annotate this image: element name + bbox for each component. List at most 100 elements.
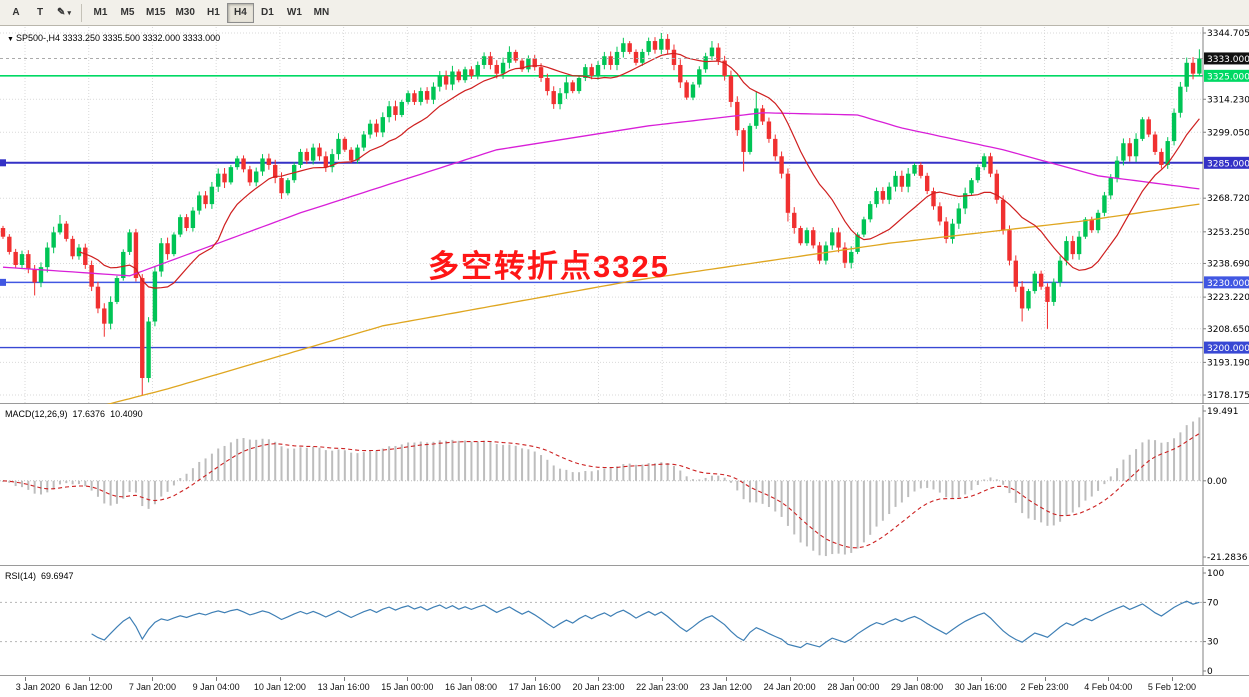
price-axis: 3344.705 3314.230 3299.050 3268.720 3253.250… (1202, 27, 1249, 404)
timeframe-button-group: M1 M5 M15 M30 H1 H4 D1 W1 MN (87, 2, 335, 23)
svg-text:-21.2836: -21.2836 (1207, 553, 1248, 563)
time-label: 15 Jan 00:00 (381, 682, 434, 692)
time-label: 30 Jan 16:00 (954, 682, 1007, 692)
main-chart-panel[interactable]: 3344.705 3314.230 3299.050 3268.720 3253.250… (0, 27, 1249, 404)
svg-text:70: 70 (1207, 598, 1219, 608)
time-tick (279, 677, 281, 681)
symbol-info-text: SP500-,H4 3333.250 3335.500 3332.000 333… (15, 33, 221, 43)
time-label: 28 Jan 00:00 (827, 682, 880, 692)
time-tick (1171, 677, 1173, 681)
toolbar-tool-group: A T ✎ ▾ (4, 2, 76, 23)
timeframe-mn[interactable]: MN (308, 3, 335, 23)
time-label: 9 Jan 04:00 (192, 682, 240, 692)
time-tick (1044, 677, 1046, 681)
time-label: 10 Jan 12:00 (253, 682, 306, 692)
svg-text:3253.250: 3253.250 (1207, 228, 1249, 238)
svg-text:3193.190: 3193.190 (1207, 358, 1249, 368)
time-tick (343, 677, 345, 681)
time-label: 6 Jan 12:00 (65, 682, 113, 692)
time-tick (407, 677, 409, 681)
time-label: 24 Jan 20:00 (763, 682, 816, 692)
time-label: 16 Jan 08:00 (445, 682, 498, 692)
svg-text:3333.000: 3333.000 (1207, 55, 1249, 65)
macd-axis: 19.491 0.00 -21.2836 (1202, 405, 1248, 566)
svg-text:3200.000: 3200.000 (1207, 344, 1249, 354)
time-tick (853, 677, 855, 681)
macd-value-signal: 10.4090 (110, 409, 143, 419)
svg-text:100: 100 (1207, 569, 1224, 579)
time-label: 7 Jan 20:00 (128, 682, 176, 692)
time-tick (534, 677, 536, 681)
svg-text:30: 30 (1207, 638, 1219, 648)
svg-text:19.491: 19.491 (1207, 407, 1239, 417)
rsi-label: RSI(14) 69.6947 (5, 571, 79, 581)
macd-chart[interactable]: 19.491 0.00 -21.2836 (0, 405, 1249, 566)
rsi-indicator-panel[interactable]: 100 70 30 0 RSI(14) 69.6947 (0, 567, 1249, 676)
svg-text:3285.000: 3285.000 (1207, 159, 1249, 169)
time-label: 17 Jan 16:00 (508, 682, 561, 692)
candles (0, 33, 1202, 395)
svg-text:3344.705: 3344.705 (1207, 29, 1249, 39)
time-tick (725, 677, 727, 681)
timeframe-m5[interactable]: M5 (114, 3, 141, 23)
time-label: 20 Jan 23:00 (572, 682, 625, 692)
horizontal-lines (0, 75, 1203, 349)
time-tick (1108, 677, 1110, 681)
time-label: 2 Feb 23:00 (1020, 682, 1069, 692)
candlestick-chart[interactable]: 3344.705 3314.230 3299.050 3268.720 3253.250… (0, 27, 1249, 404)
rsi-name: RSI(14) (5, 571, 37, 581)
time-label: 23 Jan 12:00 (699, 682, 752, 692)
svg-text:0.00: 0.00 (1207, 477, 1227, 487)
time-label: 3 Jan 2020 (15, 682, 61, 692)
timeframe-w1[interactable]: W1 (281, 3, 308, 23)
toolbar-separator (81, 3, 82, 22)
svg-text:3268.720: 3268.720 (1207, 194, 1249, 204)
rsi-axis: 100 70 30 0 (1202, 567, 1224, 676)
time-tick (598, 677, 600, 681)
time-tick (216, 677, 218, 681)
draw-tool-button[interactable]: ✎ ▾ (52, 3, 76, 23)
time-tick (789, 677, 791, 681)
chart-annotation: 多空转折点3325 (428, 249, 670, 284)
toolbar: A T ✎ ▾ M1 M5 M15 M30 H1 H4 D1 W1 MN (0, 0, 1249, 26)
svg-text:0: 0 (1207, 667, 1213, 676)
svg-text:3325.000: 3325.000 (1207, 72, 1249, 82)
macd-indicator-panel[interactable]: 19.491 0.00 -21.2836 MACD(12,26,9) 17.6376 1… (0, 405, 1249, 566)
time-tick (88, 677, 90, 681)
svg-text:3299.050: 3299.050 (1207, 128, 1249, 138)
time-tick (471, 677, 473, 681)
timeframe-m30[interactable]: M30 (170, 3, 199, 23)
symbol-info: ▼ SP500-,H4 3333.250 3335.500 3332.000 33… (7, 33, 220, 43)
time-label: 29 Jan 08:00 (891, 682, 944, 692)
timeframe-m15[interactable]: M15 (141, 3, 170, 23)
time-label: 5 Feb 12:00 (1147, 682, 1196, 692)
macd-label: MACD(12,26,9) 17.6376 10.4090 (5, 409, 148, 419)
svg-text:3238.690: 3238.690 (1207, 259, 1249, 269)
time-tick (980, 677, 982, 681)
timeframe-m1[interactable]: M1 (87, 3, 114, 23)
timeframe-h1[interactable]: H1 (200, 3, 227, 23)
timeframe-d1[interactable]: D1 (254, 3, 281, 23)
svg-text:3178.175: 3178.175 (1207, 391, 1249, 401)
annotation-tool-button[interactable]: A (4, 3, 28, 23)
macd-name: MACD(12,26,9) (5, 409, 68, 419)
macd-histogram (2, 417, 1201, 557)
svg-text:3314.230: 3314.230 (1207, 95, 1249, 105)
text-tool-button[interactable]: T (28, 3, 52, 23)
time-tick (662, 677, 664, 681)
svg-text:3208.650: 3208.650 (1207, 325, 1249, 335)
svg-text:3230.000: 3230.000 (1207, 279, 1249, 289)
time-tick (25, 677, 26, 681)
rsi-chart[interactable]: 100 70 30 0 (0, 567, 1249, 676)
dropdown-caret-icon: ▾ (67, 9, 71, 17)
time-tick (917, 677, 919, 681)
time-tick (152, 677, 154, 681)
svg-text:3223.220: 3223.220 (1207, 293, 1249, 303)
time-axis[interactable]: 3 Jan 2020 6 Jan 12:00 7 Jan 20:00 9 Jan 04… (0, 677, 1249, 697)
macd-value-main: 17.6376 (72, 409, 106, 419)
chevron-down-icon: ▼ (7, 36, 14, 43)
timeframe-h4[interactable]: H4 (226, 2, 254, 23)
rsi-value: 69.6947 (41, 571, 74, 581)
time-label: 4 Feb 04:00 (1084, 682, 1133, 692)
